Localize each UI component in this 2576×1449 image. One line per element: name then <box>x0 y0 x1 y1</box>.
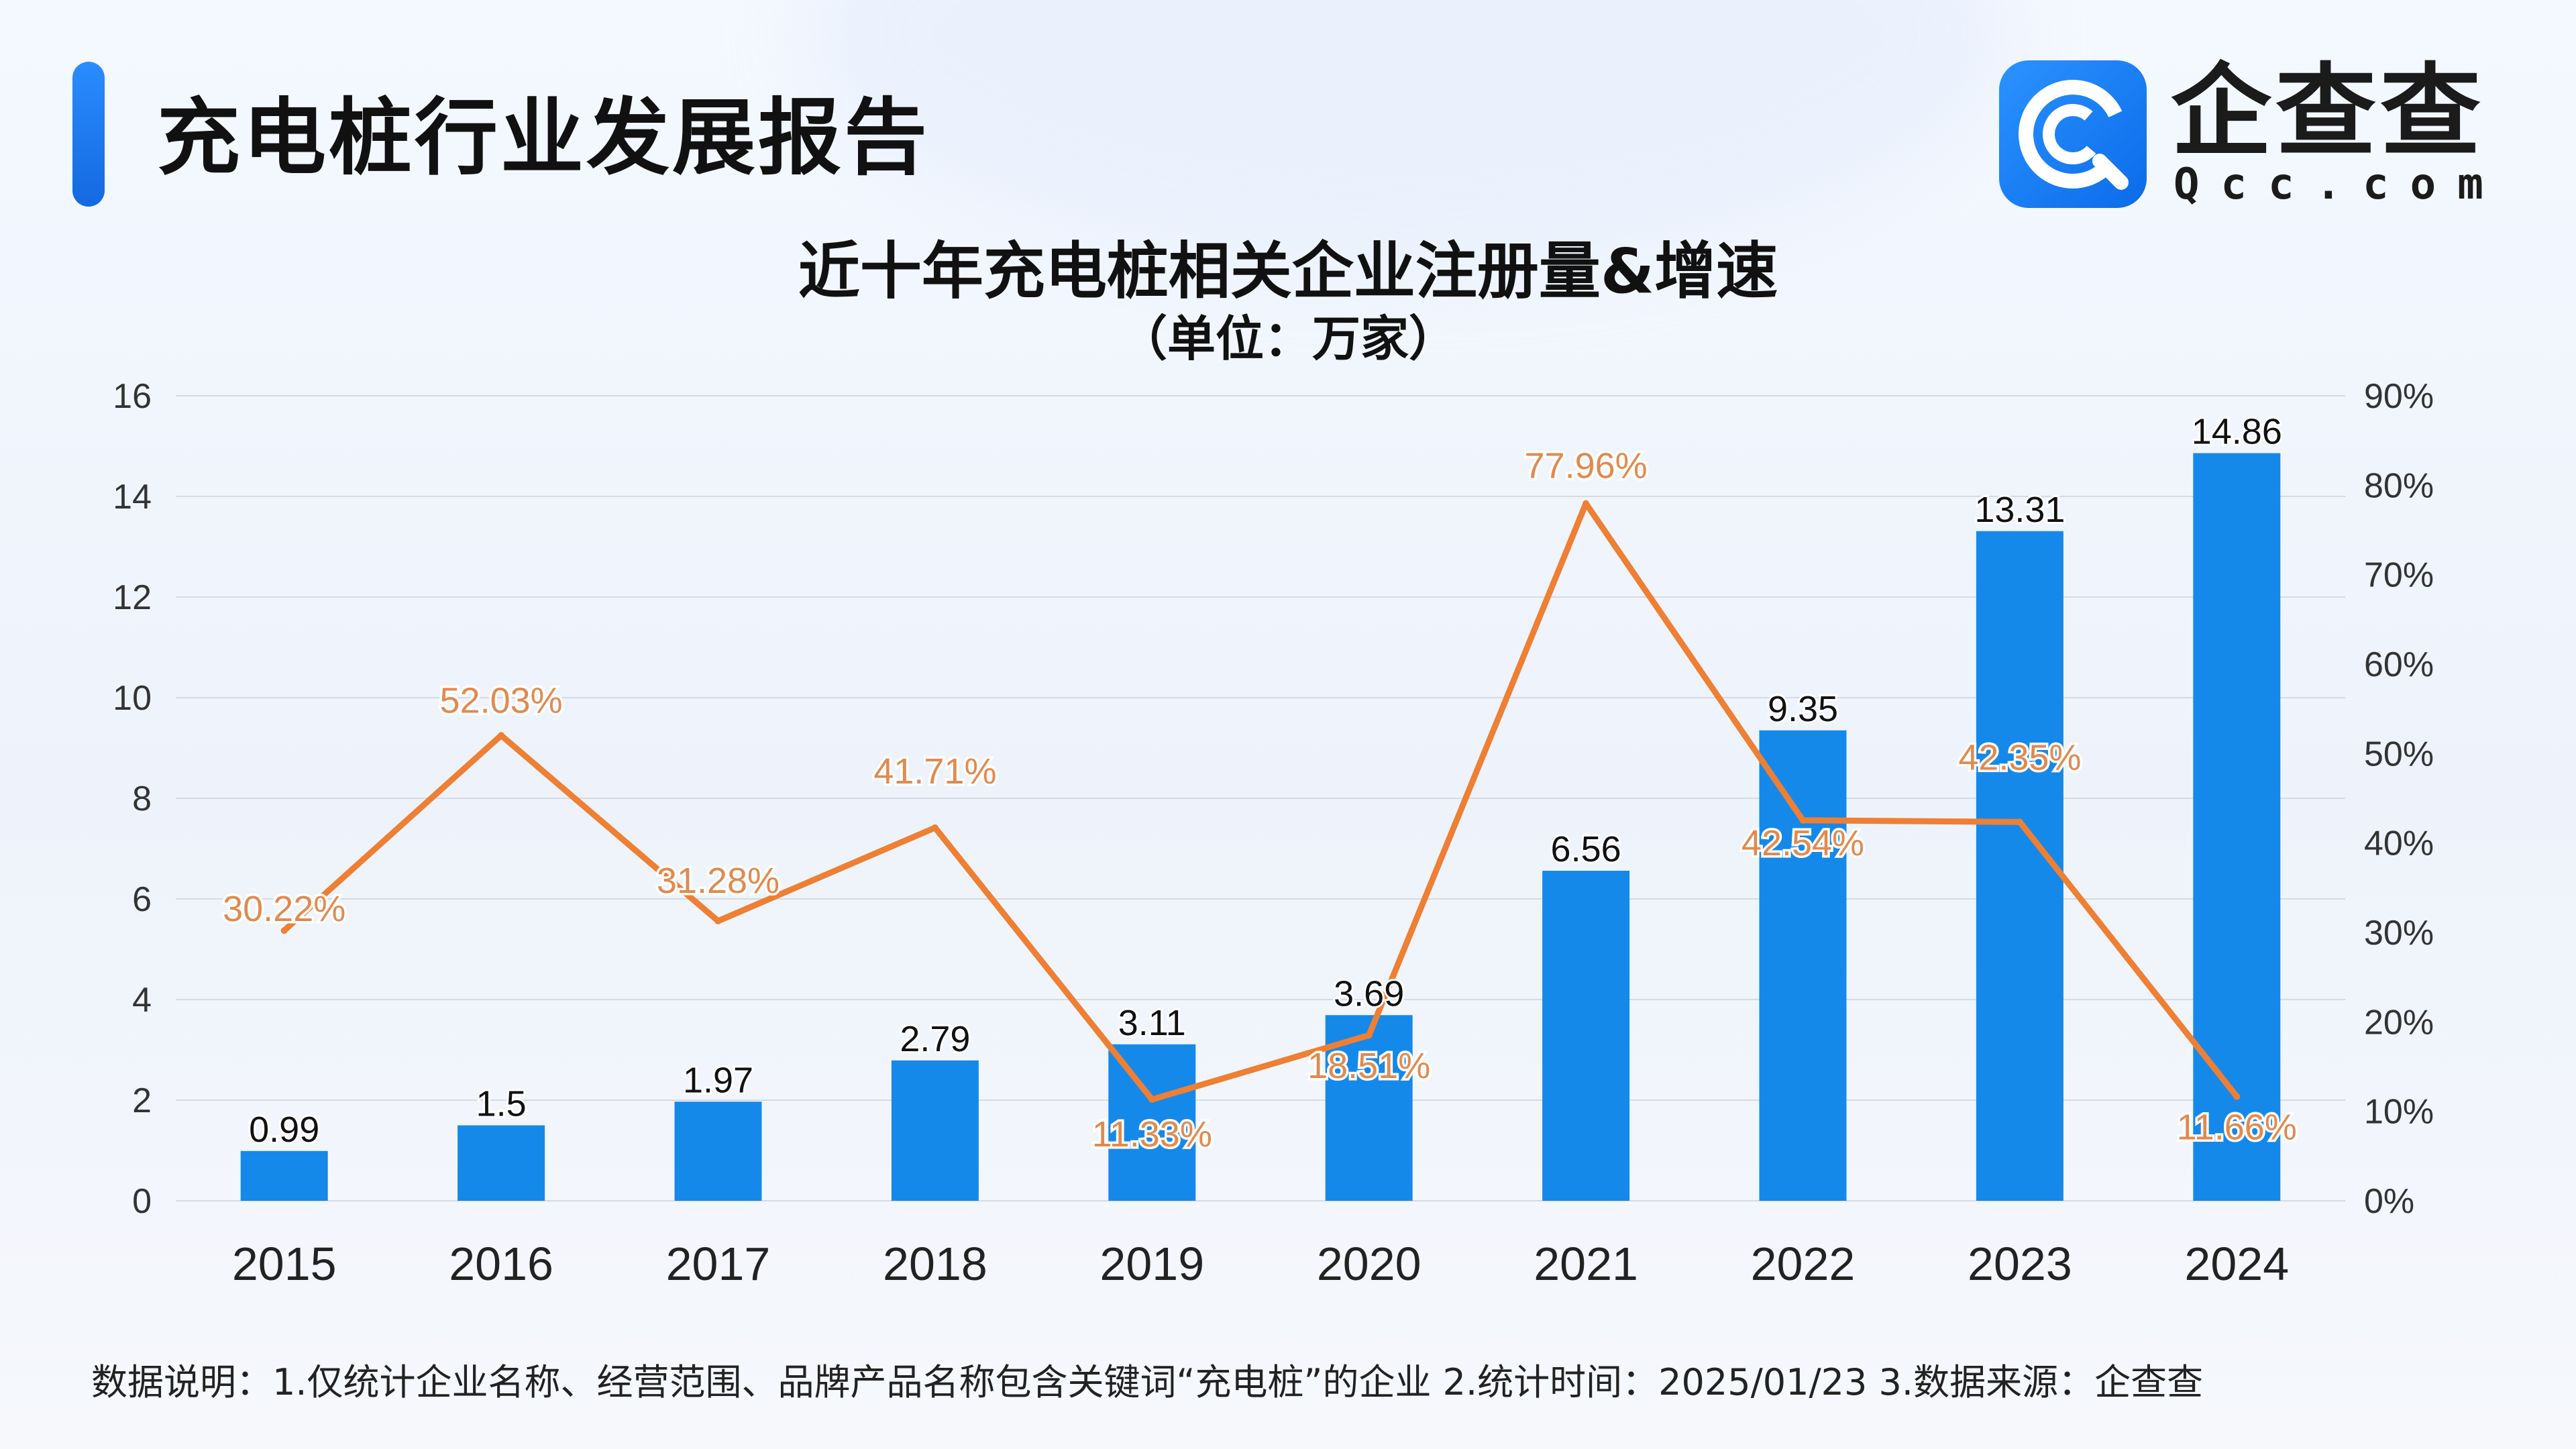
growth-point <box>1582 500 1590 507</box>
bar <box>891 1060 979 1201</box>
growth-point <box>931 824 938 831</box>
right-axis-tick-label: 70% <box>2364 556 2434 595</box>
bar-value-label: 6.56 <box>1551 829 1621 869</box>
bar-value-label: 9.35 <box>1768 689 1838 729</box>
left-axis-tick-label: 0 <box>132 1182 152 1221</box>
right-axis-tick-label: 30% <box>2364 914 2434 953</box>
right-axis-tick-label: 60% <box>2364 645 2434 684</box>
chart-subtitle: （单位：万家） <box>1118 311 1457 367</box>
bar <box>240 1150 328 1201</box>
bar <box>1759 730 1847 1201</box>
right-axis-tick-label: 10% <box>2364 1093 2434 1132</box>
x-axis-tick-label: 2016 <box>449 1238 553 1290</box>
right-axis-tick-label: 40% <box>2364 824 2434 863</box>
right-axis-tick-label: 80% <box>2364 466 2434 505</box>
growth-value-label: 31.28% <box>657 861 780 901</box>
growth-point <box>1799 816 1807 824</box>
x-axis-tick-label: 2023 <box>1968 1238 2072 1290</box>
growth-point <box>2233 1093 2241 1100</box>
left-axis-tick-label: 6 <box>132 880 152 919</box>
x-axis-tick-label: 2017 <box>666 1238 771 1290</box>
x-axis-tick-label: 2015 <box>232 1238 337 1290</box>
growth-value-label: 52.03% <box>440 680 563 720</box>
x-axis-tick-label: 2021 <box>1534 1238 1638 1290</box>
bar-value-label: 13.31 <box>1974 490 2065 530</box>
bar <box>1976 531 2063 1201</box>
growth-value-label: 41.71% <box>873 751 996 792</box>
growth-value-label: 11.66% <box>2177 1108 2297 1148</box>
right-axis-tick-label: 50% <box>2364 735 2434 773</box>
left-axis-tick-label: 4 <box>132 981 152 1020</box>
logo-name: 企查查 <box>2171 54 2485 170</box>
growth-point <box>714 917 722 924</box>
bar-value-label: 3.69 <box>1334 973 1404 1014</box>
growth-line <box>281 500 2240 1103</box>
x-axis-tick-label: 2022 <box>1751 1238 1856 1290</box>
growth-value-label: 42.54% <box>1741 823 1864 863</box>
growth-value-label: 77.96% <box>1525 446 1648 486</box>
bar <box>674 1102 762 1201</box>
title-accent-bar <box>72 62 105 207</box>
growth-point <box>1365 1032 1373 1039</box>
growth-value-label: 30.22% <box>223 889 345 929</box>
bar-value-label: 0.99 <box>249 1110 319 1150</box>
bar <box>2193 453 2281 1201</box>
left-axis-tick-label: 14 <box>113 478 152 517</box>
bar <box>1108 1044 1196 1201</box>
right-axis-tick-label: 0% <box>2364 1182 2414 1221</box>
growth-value-label: 18.51% <box>1307 1046 1430 1086</box>
left-axis-tick-label: 8 <box>132 780 152 818</box>
bar <box>1542 871 1630 1201</box>
chart-title: 近十年充电桩相关企业注册量&增速 <box>798 235 1778 307</box>
x-axis-tick-label: 2024 <box>2184 1238 2289 1290</box>
data-footnote: 数据说明：1.仅统计企业名称、经营范围、品牌产品名称包含关键词“充电桩”的企业 … <box>91 1361 2204 1403</box>
right-axis-tick-label: 90% <box>2364 377 2434 416</box>
bar-value-label: 2.79 <box>900 1019 970 1059</box>
bar-value-label: 1.5 <box>476 1084 527 1124</box>
growth-point <box>1148 1095 1156 1103</box>
left-axis-tick-label: 2 <box>132 1081 152 1120</box>
right-axis-tick-label: 20% <box>2364 1003 2434 1042</box>
report-title: 充电桩行业发展报告 <box>157 90 930 186</box>
growth-value-label: 11.33% <box>1092 1114 1212 1155</box>
growth-point <box>498 732 505 739</box>
bar <box>458 1125 545 1201</box>
growth-point <box>2016 818 2023 826</box>
x-axis-tick-label: 2018 <box>883 1238 987 1290</box>
qcc-logo-icon <box>1999 60 2147 208</box>
bar-value-label: 14.86 <box>2192 412 2282 452</box>
bar-value-label: 3.11 <box>1118 1003 1186 1043</box>
x-axis-tick-label: 2019 <box>1099 1238 1204 1290</box>
left-axis-tick-label: 12 <box>113 578 152 617</box>
logo-domain: Qcc.com <box>2174 160 2505 209</box>
growth-point <box>280 927 288 934</box>
left-axis-tick-label: 16 <box>113 377 152 416</box>
x-axis-tick-label: 2020 <box>1317 1238 1421 1290</box>
growth-value-label: 42.35% <box>1958 737 2081 777</box>
left-axis-tick-label: 10 <box>113 679 152 718</box>
bar-value-label: 1.97 <box>683 1060 753 1100</box>
